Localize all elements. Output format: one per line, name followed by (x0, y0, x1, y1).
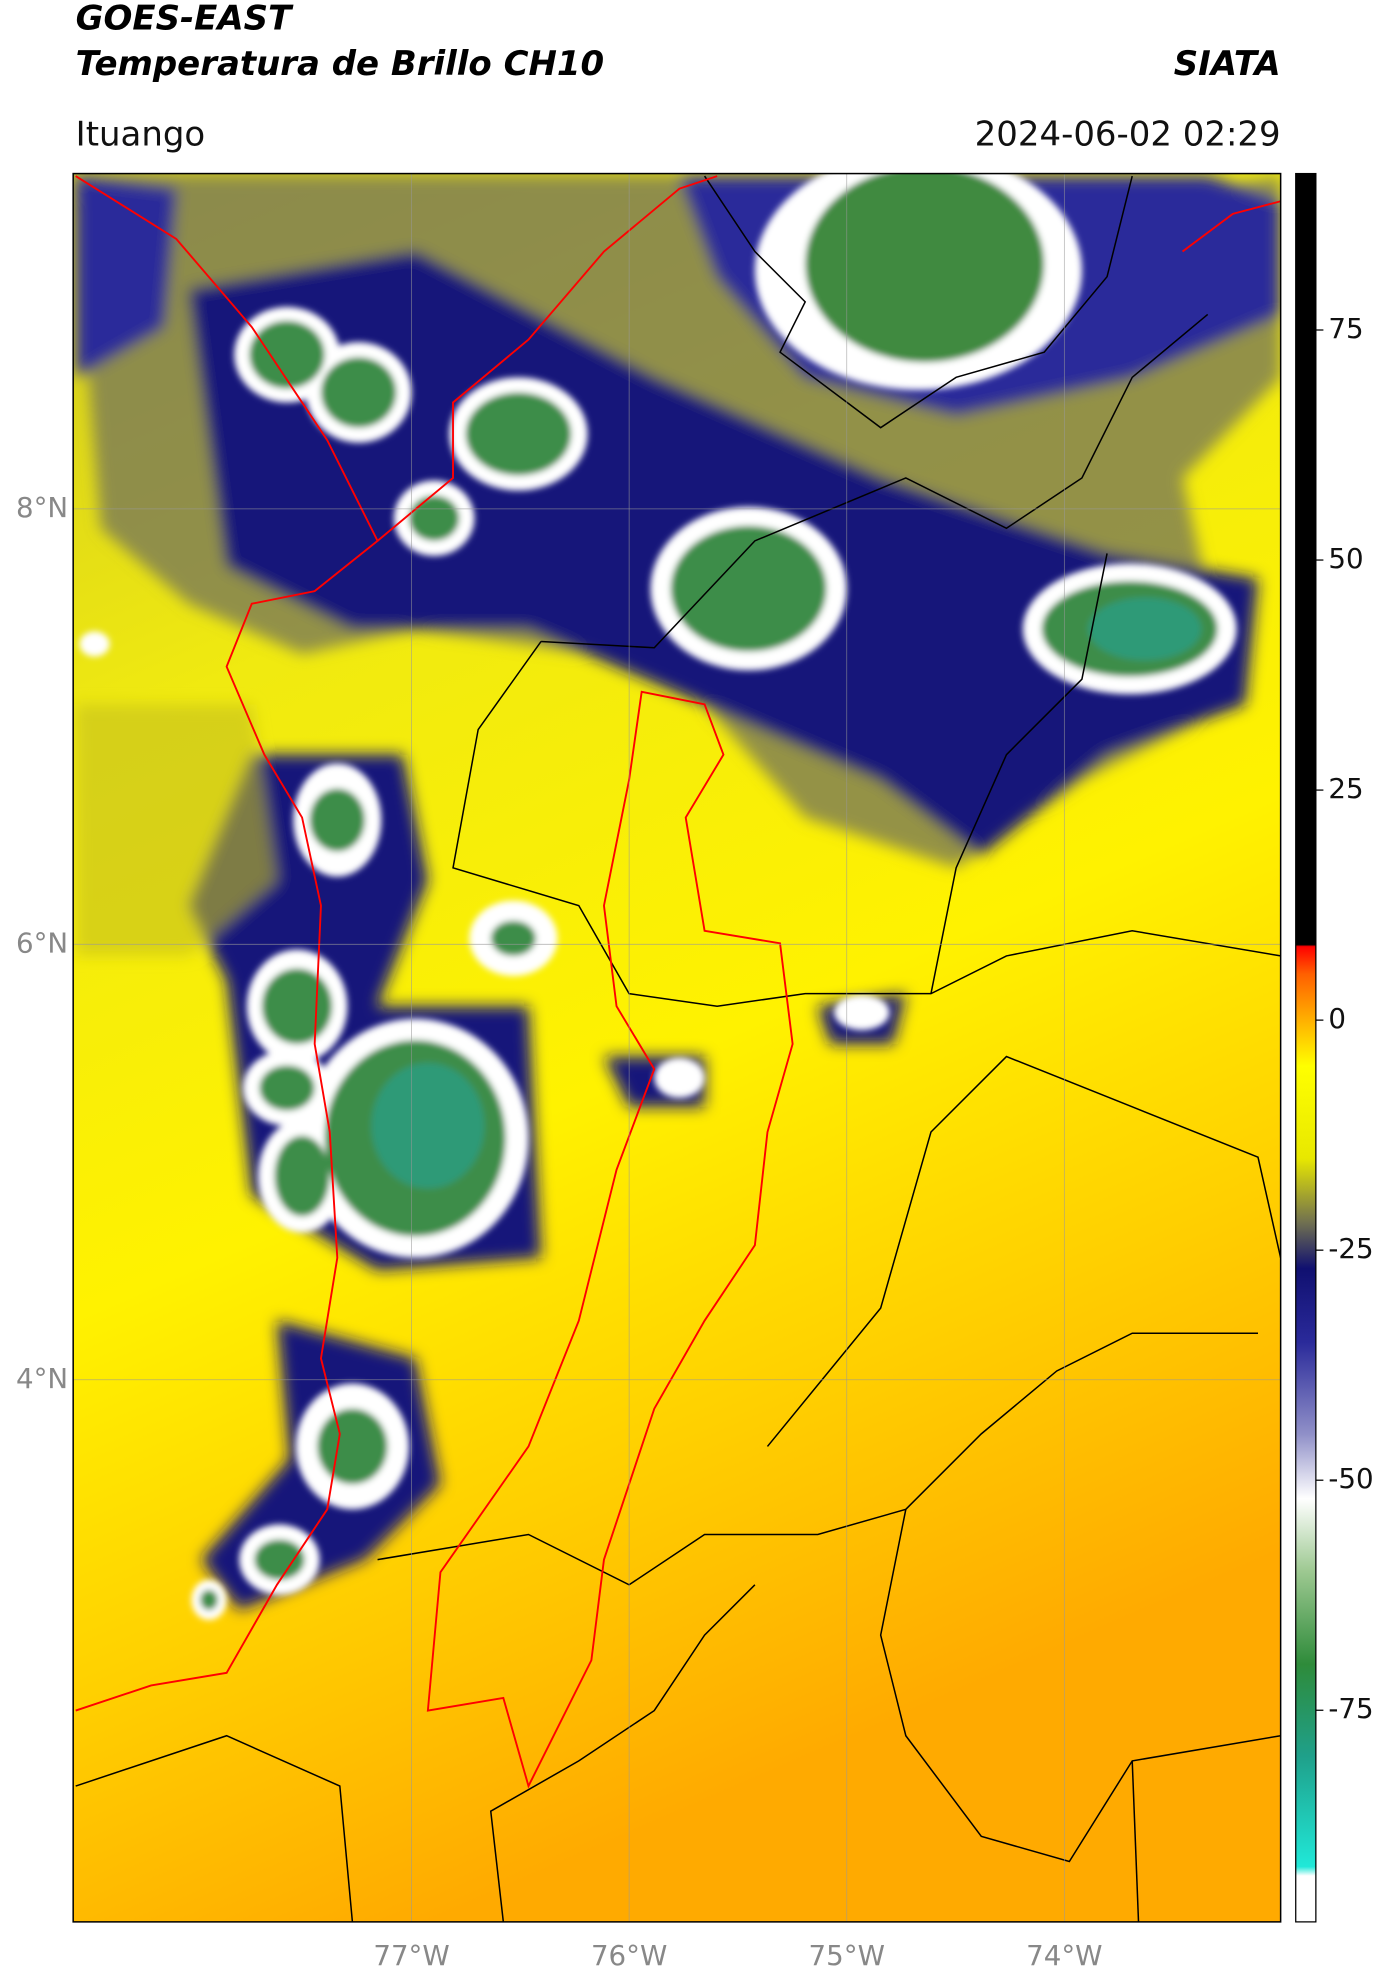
brand: SIATA (1174, 44, 1281, 84)
y-tick-label: 4°N (16, 1362, 68, 1395)
colorbar-tick-label: -50 (1328, 1462, 1373, 1495)
boundaries (75, 175, 1281, 1922)
map (73, 173, 1281, 1922)
colorbar-tick-label: 75 (1328, 312, 1363, 345)
subtitle: Temperatura de Brillo CH10 (76, 44, 604, 84)
red-boundaries (75, 175, 1281, 1789)
graticule (73, 173, 1281, 1922)
y-tick-label: 8°N (16, 491, 68, 524)
x-tick-label: 75°W (809, 1939, 885, 1972)
map-frame (72, 172, 1282, 1923)
location: Ituango (76, 114, 206, 154)
timestamp: 2024-06-02 02:29 (975, 114, 1281, 154)
map-ticks: 77°W 76°W 75°W 74°W 8°N 6°N 4°N (16, 491, 1103, 1972)
cold-cloud-tops (79, 173, 1237, 1621)
x-tick-label: 76°W (591, 1939, 667, 1972)
colorbar-tick-label: 25 (1328, 772, 1363, 805)
colorbar-tick-label: 0 (1328, 1002, 1346, 1035)
x-tick-label: 74°W (1026, 1939, 1102, 1972)
colorbar-tick-label: -25 (1328, 1232, 1373, 1265)
colorbar-tick-label: -75 (1328, 1692, 1373, 1725)
y-tick-label: 6°N (16, 926, 68, 959)
colorbar (1295, 172, 1317, 1923)
title: GOES-EAST (76, 0, 294, 39)
colorbar-tick-label: 50 (1328, 542, 1363, 575)
x-tick-label: 77°W (373, 1939, 449, 1972)
colorbar-ticks: 75 50 25 0 -25 -50 -75 (1315, 312, 1374, 1725)
